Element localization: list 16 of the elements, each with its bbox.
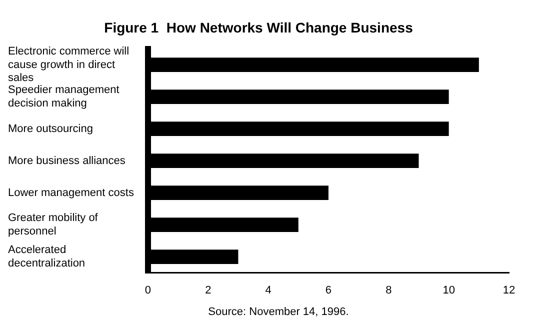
y-tick-label: Electronic commerce will cause growth in direct sales <box>8 46 130 84</box>
chart-title: Figure 1 How Networks Will Change Business <box>104 19 414 36</box>
source-note: Source: November 14, 1996. <box>207 306 350 318</box>
x-tick-label: 2 <box>205 284 212 296</box>
y-tick-label: Lower management costs <box>8 186 134 199</box>
x-tick-label: 6 <box>325 284 332 296</box>
x-tick-label: 8 <box>386 284 392 296</box>
y-tick-label: Greater mobility of personnel <box>8 212 99 238</box>
y-tick-label: Accelerated decentralization <box>8 244 86 270</box>
x-tick-label: 4 <box>265 284 272 296</box>
y-tick-label: More business alliances <box>8 154 126 167</box>
y-tick-label: Speedier management decision making <box>8 84 120 110</box>
x-tick-label: 0 <box>144 284 152 296</box>
y-tick-label: More outsourcing <box>8 122 93 135</box>
x-tick-label: 10 <box>442 284 455 296</box>
x-tick-label: 12 <box>502 284 516 296</box>
